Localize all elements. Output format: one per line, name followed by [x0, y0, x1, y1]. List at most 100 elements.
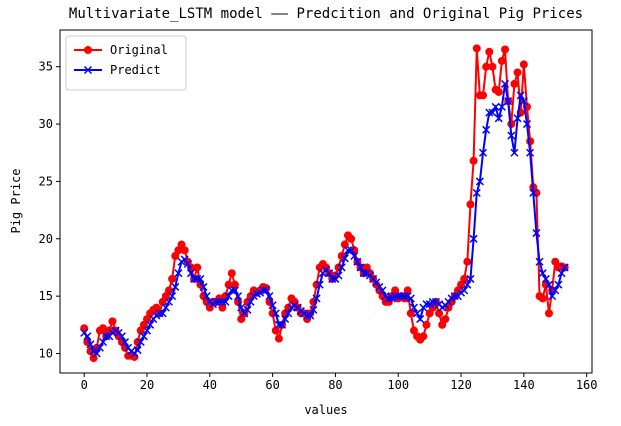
data-marker: [164, 286, 173, 295]
chart-title: Multivariate_LSTM model —— Predcition an…: [69, 6, 583, 22]
data-marker: [413, 309, 422, 318]
data-marker: [532, 229, 541, 238]
data-marker: [117, 332, 126, 341]
data-marker: [435, 309, 444, 318]
data-marker: [315, 280, 324, 289]
data-marker: [359, 269, 368, 278]
data-marker: [504, 97, 513, 106]
series: [80, 79, 569, 358]
data-marker: [234, 292, 243, 301]
data-marker: [394, 292, 403, 301]
y-tick-label: 15: [39, 289, 53, 303]
data-marker: [535, 257, 544, 266]
x-tick-label: 0: [81, 378, 88, 392]
x-axis-label: values: [304, 403, 347, 417]
y-axis-label: Pig Price: [9, 168, 23, 233]
data-marker: [522, 120, 532, 129]
x-tick-label: 40: [203, 378, 217, 392]
data-marker: [510, 148, 519, 157]
data-marker: [391, 286, 400, 295]
data-marker: [274, 320, 283, 329]
x-tick-label: 140: [513, 378, 535, 392]
data-marker: [168, 274, 177, 283]
data-marker: [230, 280, 239, 289]
data-marker: [340, 254, 349, 263]
data-marker: [328, 274, 337, 283]
data-marker: [218, 303, 227, 312]
data-marker: [193, 274, 202, 283]
data-marker: [560, 263, 569, 272]
data-marker: [171, 282, 180, 291]
data-marker: [174, 269, 183, 278]
data-marker: [548, 292, 557, 301]
data-marker: [450, 292, 459, 301]
data-marker: [469, 234, 478, 243]
data-marker: [274, 334, 283, 343]
y-tick-label: 25: [39, 174, 53, 188]
data-marker: [400, 292, 409, 301]
data-marker: [221, 297, 230, 306]
data-marker: [485, 47, 494, 56]
x-tick-label: 80: [328, 378, 342, 392]
data-marker: [372, 278, 381, 287]
data-marker: [89, 354, 98, 363]
data-marker: [230, 286, 239, 295]
data-marker: [86, 340, 95, 349]
data-marker: [281, 315, 290, 324]
data-marker: [391, 292, 400, 301]
data-marker: [507, 131, 516, 140]
data-marker: [218, 297, 227, 306]
y-tick-label: 10: [39, 346, 53, 360]
data-marker: [475, 177, 484, 186]
data-marker: [268, 301, 277, 310]
data-marker: [312, 294, 321, 303]
data-marker: [212, 297, 221, 306]
data-marker: [180, 255, 189, 264]
data-marker: [164, 297, 174, 306]
data-marker: [83, 332, 92, 341]
data-marker: [557, 269, 566, 278]
data-marker: [92, 349, 101, 358]
data-marker: [466, 274, 475, 283]
data-marker: [120, 337, 130, 347]
data-marker: [419, 332, 428, 341]
data-marker: [224, 292, 233, 301]
data-marker: [513, 68, 522, 77]
data-marker: [347, 234, 356, 243]
data-marker: [519, 97, 528, 106]
data-marker: [479, 91, 488, 100]
data-marker: [403, 286, 412, 295]
data-marker: [494, 114, 503, 123]
data-marker: [497, 102, 506, 111]
data-marker: [544, 280, 554, 289]
data-marker: [334, 271, 343, 280]
y-tick-label: 35: [39, 60, 53, 74]
y-tick-label: 20: [39, 232, 53, 246]
data-marker: [196, 274, 205, 283]
data-marker: [406, 309, 415, 318]
data-marker: [469, 156, 478, 165]
data-marker: [513, 114, 522, 123]
x-tick-label: 100: [387, 378, 409, 392]
data-marker: [384, 294, 393, 303]
data-marker: [325, 269, 334, 278]
data-marker: [180, 246, 189, 255]
data-marker: [337, 263, 346, 272]
data-marker: [516, 91, 525, 100]
data-marker: [463, 257, 472, 266]
data-marker: [224, 280, 233, 289]
data-marker: [133, 346, 142, 355]
data-marker: [306, 311, 315, 320]
plot-frame: [59, 29, 593, 374]
data-marker: [551, 286, 560, 295]
data-marker: [215, 297, 224, 306]
data-marker: [168, 292, 177, 301]
data-marker: [488, 108, 497, 117]
data-marker: [397, 292, 406, 301]
data-marker: [227, 269, 236, 278]
data-marker: [422, 320, 431, 329]
data-marker: [227, 286, 236, 295]
data-marker: [262, 286, 271, 295]
data-marker: [183, 259, 192, 269]
